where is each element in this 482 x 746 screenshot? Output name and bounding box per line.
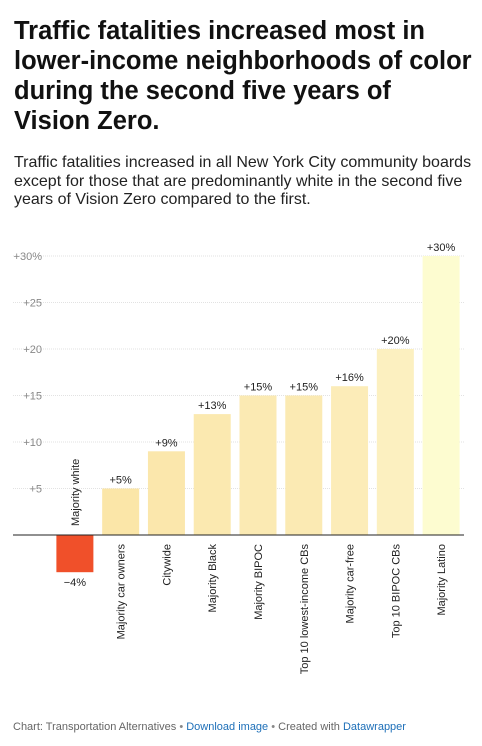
category-label: Majority BIPOC — [253, 544, 265, 620]
category-label: Majority car owners — [116, 544, 128, 640]
category-label: Majority Black — [207, 544, 219, 613]
bar — [193, 414, 231, 535]
footer-created-with: Created with — [278, 721, 340, 733]
chart-title: Traffic fatalities increased most in low… — [14, 17, 472, 135]
bar-value-label: +16% — [335, 372, 364, 384]
bar — [102, 488, 140, 535]
datawrapper-link[interactable]: Datawrapper — [342, 721, 406, 733]
bar-value-label: +15% — [244, 382, 273, 394]
category-label: Citywide — [161, 544, 173, 586]
footer-separator: • — [179, 721, 184, 733]
chart-subtitle: Traffic fatalities increased in all New … — [14, 154, 472, 208]
chart-footer: Chart: Transportation Alternatives • Dow… — [13, 721, 406, 733]
bar-value-label: +5% — [110, 475, 133, 487]
bar — [422, 256, 460, 535]
bars — [56, 256, 460, 573]
bar — [239, 395, 277, 535]
category-labels: Majority white Majority car owners Citywid… — [70, 459, 448, 674]
value-labels: −4% +5% +9% +13% +15% +15% +16% +20% +30% — [64, 242, 456, 589]
bar-value-label: +9% — [155, 437, 178, 449]
bar-value-label: +13% — [198, 400, 227, 412]
bar-value-label: +15% — [290, 382, 319, 394]
bar — [285, 395, 323, 535]
y-tick-label: +5 — [29, 484, 42, 496]
category-label: Majority Latino — [436, 544, 448, 616]
y-tick-label: +20 — [23, 344, 42, 356]
category-label: Majority car-free — [345, 544, 357, 623]
category-label: Majority white — [70, 459, 82, 526]
category-label: Top 10 BIPOC CBs — [390, 544, 402, 639]
bar-value-label: −4% — [64, 577, 87, 589]
bar — [331, 386, 369, 535]
bar — [376, 349, 414, 535]
bar — [56, 535, 94, 573]
bar-value-label: +30% — [427, 242, 456, 254]
bar-value-label: +20% — [381, 335, 410, 347]
y-tick-label: +30% — [14, 251, 43, 263]
y-tick-label: +25 — [23, 298, 42, 310]
category-label: Top 10 lowest-income CBs — [299, 544, 311, 675]
download-image-link[interactable]: Download image — [186, 721, 269, 733]
y-tick-label: +10 — [23, 437, 42, 449]
footer-source: Chart: Transportation Alternatives — [13, 721, 177, 733]
y-axis-ticks: +5 +10 +15 +20 +25 +30% — [14, 251, 43, 496]
y-tick-label: +15 — [23, 391, 42, 403]
bar-chart: +5 +10 +15 +20 +25 +30% −4% +5% +9% +13% +15% +15%… — [13, 242, 464, 674]
bar — [147, 451, 185, 535]
footer-separator: • — [271, 721, 276, 733]
